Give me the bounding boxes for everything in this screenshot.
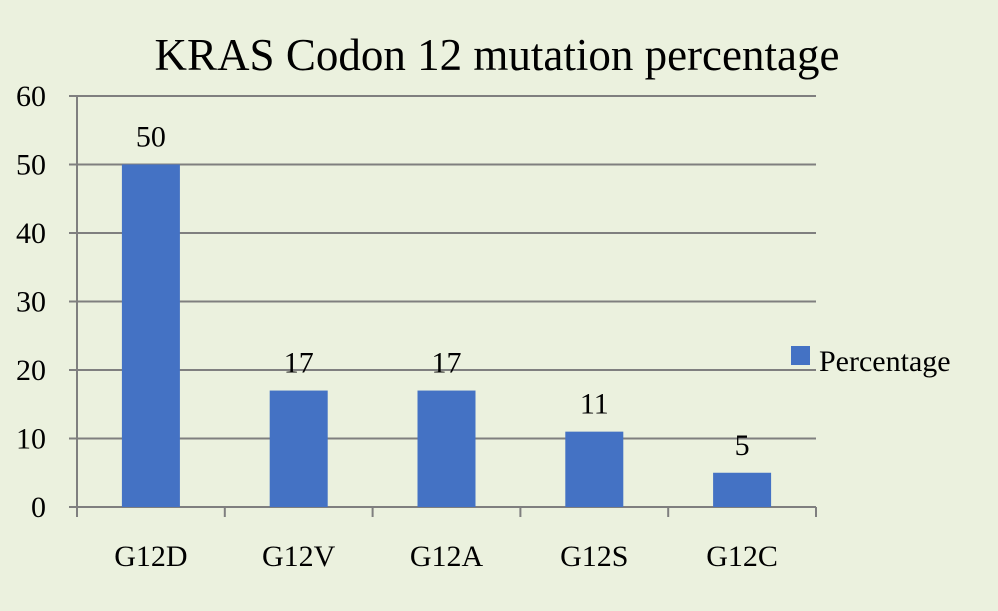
legend-swatch xyxy=(791,346,810,365)
y-tick-label: 20 xyxy=(16,354,46,387)
x-tick-label: G12D xyxy=(114,540,187,573)
gridlines xyxy=(77,95,816,440)
y-tick-label: 60 xyxy=(16,80,46,113)
bar-g12d xyxy=(121,164,180,507)
data-label: 17 xyxy=(432,347,462,380)
x-tick-label: G12A xyxy=(410,540,484,573)
x-tick-label: G12V xyxy=(262,540,336,573)
y-tick-label: 50 xyxy=(16,149,46,182)
y-tick-label: 40 xyxy=(16,217,46,250)
x-tick-label: G12C xyxy=(706,540,778,573)
data-label: 50 xyxy=(136,121,166,154)
legend: Percentage xyxy=(791,345,951,378)
bar-g12c xyxy=(713,472,772,507)
y-tick-label: 0 xyxy=(31,491,46,524)
bar-g12v xyxy=(269,390,328,507)
x-tick-label: G12S xyxy=(560,540,628,573)
bar-g12s xyxy=(565,431,624,507)
axes: 0 10 20 30 40 50 60 G12D G12V G12A G12S G12C xyxy=(16,80,817,573)
data-label: 11 xyxy=(580,388,609,421)
y-tick-label: 10 xyxy=(16,423,46,456)
bar-g12a xyxy=(417,390,476,507)
y-tick-label: 30 xyxy=(16,286,46,319)
bars xyxy=(121,164,772,507)
legend-label: Percentage xyxy=(819,345,951,378)
chart-title: KRAS Codon 12 mutation percentage xyxy=(155,30,840,80)
data-label: 17 xyxy=(284,347,314,380)
data-label: 5 xyxy=(735,429,750,462)
data-labels: 50 17 17 11 5 xyxy=(136,121,750,462)
